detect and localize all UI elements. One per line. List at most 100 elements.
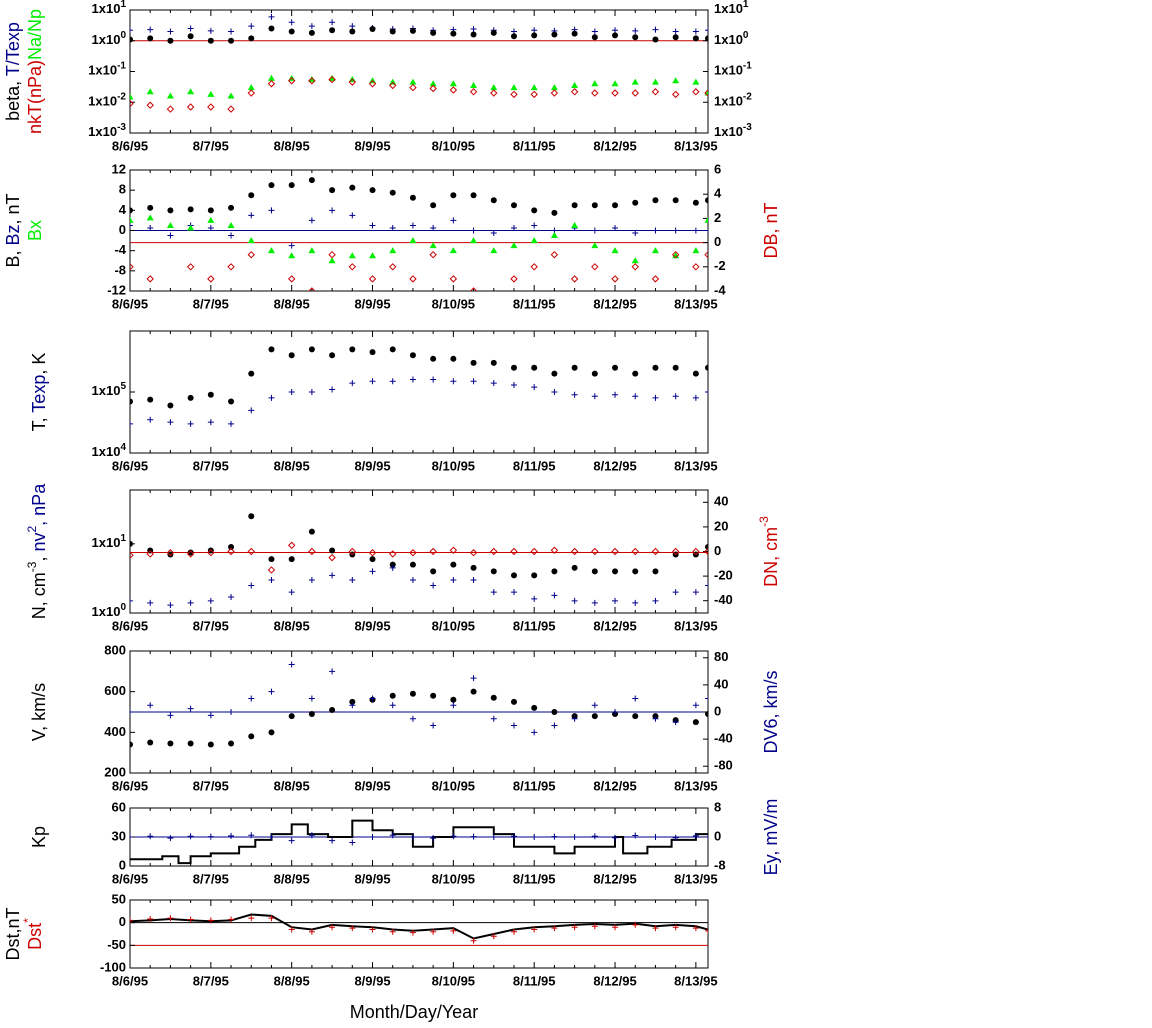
tick-base: 1x10: [88, 63, 117, 78]
series-black: [130, 25, 708, 44]
label-part: *: [21, 918, 35, 923]
label-part: DV6, km/s: [761, 670, 781, 753]
data-point: [288, 242, 295, 249]
data-point: [611, 89, 619, 97]
data-point: [470, 82, 478, 89]
data-point: [510, 275, 518, 283]
data-point: [430, 376, 437, 383]
panel-frame: [129, 899, 709, 969]
data-point: [409, 561, 416, 568]
data-point: [632, 568, 639, 575]
data-point: [510, 202, 517, 209]
data-point: [369, 378, 376, 385]
data-point: [268, 834, 275, 840]
data-point: [227, 92, 235, 99]
data-point: [429, 84, 437, 93]
x-tick-label: 8/7/95: [193, 458, 229, 473]
y-axis-label: N, cm-3, nv2, nPa: [25, 483, 49, 619]
data-point: [490, 568, 497, 575]
data-point: [705, 35, 708, 42]
y-tick-label: 4: [119, 202, 127, 217]
data-point: [571, 597, 578, 604]
data-point: [591, 833, 598, 840]
tick-exponent: 0: [120, 602, 126, 613]
data-point: [704, 547, 708, 556]
data-point: [490, 84, 498, 91]
y-tick-label: 0: [119, 222, 126, 237]
data-point: [450, 702, 457, 709]
y2-tick-label: 40: [714, 676, 728, 691]
y2-tick-label: -8: [714, 857, 726, 872]
data-point: [551, 592, 558, 599]
data-point: [632, 832, 639, 839]
data-point: [329, 19, 336, 26]
data-point: [692, 719, 699, 726]
data-point: [612, 391, 619, 398]
data-point: [551, 568, 558, 575]
data-point: [349, 576, 356, 583]
label-part: B,: [3, 246, 23, 268]
x-tick-label: 8/9/95: [354, 618, 390, 633]
panel-3: 8/6/95 8/7/95 8/8/95 8/9/95 8/10/95 8/11/95 8/…: [29, 330, 718, 473]
series-blue: [130, 661, 708, 736]
data-point: [147, 916, 154, 923]
data-point: [632, 199, 639, 206]
data-point: [430, 568, 437, 575]
y-tick-label: 30: [112, 828, 126, 843]
data-point: [651, 78, 659, 85]
data-point: [248, 370, 255, 377]
series-black: [130, 688, 708, 748]
data-point: [705, 695, 708, 702]
data-point: [550, 232, 558, 239]
data-point: [550, 89, 559, 97]
data-point: [248, 192, 255, 199]
data-point: [571, 834, 578, 840]
data-point: [692, 702, 699, 709]
data-point: [672, 393, 679, 400]
data-point: [591, 702, 598, 709]
data-point: [490, 247, 498, 254]
data-point: [288, 556, 295, 563]
data-point: [207, 741, 214, 748]
data-point: [130, 540, 133, 547]
data-point: [631, 78, 639, 85]
data-point: [409, 78, 417, 85]
data-point: [652, 364, 659, 371]
data-point: [672, 924, 679, 931]
data-point: [672, 227, 679, 234]
data-point: [167, 300, 173, 306]
data-point: [652, 568, 659, 575]
data-point: [130, 597, 133, 604]
tick-base: 1x10: [92, 1, 121, 16]
data-point: [571, 391, 578, 398]
label-part: , nPa: [29, 483, 49, 526]
data-point: [470, 688, 477, 695]
data-point: [692, 370, 699, 377]
data-point: [510, 572, 517, 579]
data-point: [692, 247, 700, 254]
series-red: [130, 250, 708, 367]
data-point: [632, 27, 639, 34]
data-point: [409, 690, 416, 697]
data-point: [672, 719, 679, 726]
data-point: [186, 550, 195, 558]
data-point: [692, 547, 700, 556]
data-point: [705, 197, 708, 204]
data-point: [147, 416, 154, 423]
label-part: nkT(nPa): [25, 60, 45, 134]
data-point: [268, 361, 274, 367]
x-tick-label: 8/11/95: [513, 871, 556, 886]
data-point: [571, 364, 578, 371]
data-point: [389, 702, 396, 709]
data-point: [531, 729, 538, 736]
panel-7: 8/6/95 8/7/95 8/8/95 8/9/95 8/10/95 8/11/95 8/…: [3, 891, 718, 988]
data-point: [167, 602, 174, 609]
data-point: [450, 355, 457, 362]
data-point: [308, 389, 315, 395]
series-line: [130, 819, 708, 865]
x-tick-label: 8/6/95: [112, 296, 148, 311]
label-part: Dst,nT: [3, 907, 23, 960]
data-point: [450, 696, 457, 703]
data-point: [167, 402, 174, 409]
data-point: [704, 216, 708, 223]
